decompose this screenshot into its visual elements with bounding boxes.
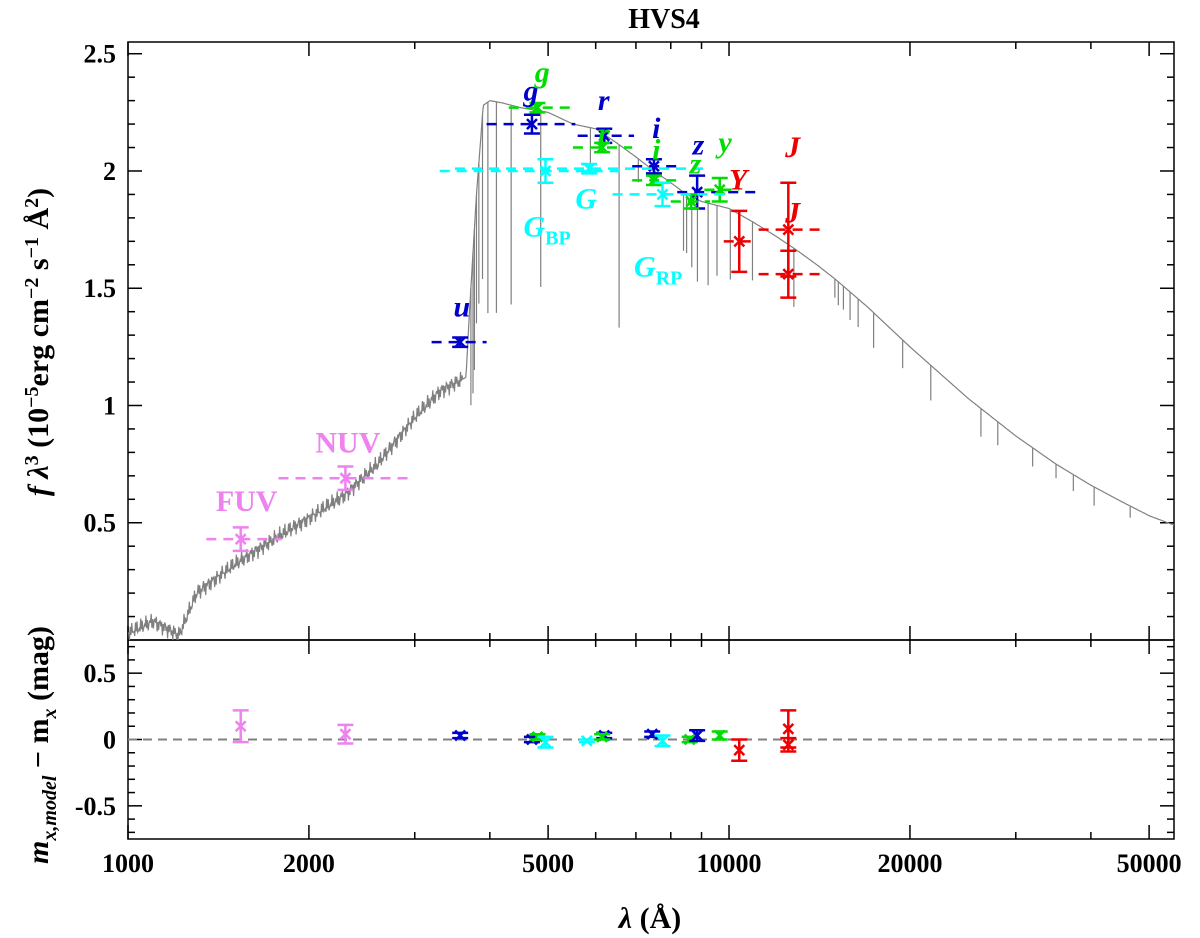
data-marker — [713, 183, 726, 196]
data-marker — [782, 223, 795, 236]
band-label-g: g — [534, 56, 550, 89]
residual-point-fuv — [232, 709, 249, 744]
x-axis-label: λ (Å) — [617, 902, 681, 935]
data-marker — [683, 733, 696, 746]
data-marker — [685, 195, 698, 208]
band-label-g: GRP — [634, 251, 682, 290]
data-marker — [580, 734, 593, 747]
x-tick-label: 1000 — [102, 849, 154, 878]
residual-point-g-rp — [654, 734, 671, 748]
band-label-i: i — [652, 112, 661, 145]
y-tick-label: 0 — [103, 726, 116, 755]
band-label-u: u — [454, 290, 471, 323]
band-label-i: i — [652, 133, 661, 166]
band-label-y: Y — [729, 164, 750, 197]
band-label-j: J — [784, 131, 801, 164]
residual-point-nuv — [337, 723, 354, 745]
y-tick-label: 2.5 — [84, 40, 117, 69]
y-tick-label: 2 — [103, 157, 116, 186]
band-label-fuv: FUV — [216, 485, 278, 518]
data-marker — [526, 118, 538, 130]
photometry-point-z — [670, 193, 711, 210]
band-label-j: J — [784, 197, 801, 230]
data-marker — [656, 188, 669, 201]
y-tick-label: 1 — [103, 391, 116, 420]
data-marker — [531, 101, 544, 114]
top-panel-frame — [127, 41, 1175, 641]
residual-point-z — [689, 728, 706, 743]
band-label-y: y — [715, 126, 732, 159]
photometry-point-fuv — [206, 526, 282, 553]
data-marker — [733, 744, 746, 756]
bottom-axis-ticks: 1000 2000 5000 10000 20000 50000 -0.5 0 0.5 — [75, 640, 1182, 878]
data-marker — [234, 533, 247, 546]
data-marker — [656, 734, 669, 747]
data-marker — [691, 729, 704, 742]
band-label-g: GBP — [523, 211, 570, 250]
data-marker — [713, 729, 726, 742]
data-marker — [596, 730, 609, 743]
residual-point-y — [731, 738, 748, 762]
photometry-point-i — [632, 158, 679, 175]
x-tick-label: 20000 — [877, 849, 942, 878]
residual-point-r — [594, 730, 611, 743]
residual-points — [232, 709, 797, 762]
data-marker — [596, 141, 609, 154]
y-tick-label: -0.5 — [75, 792, 116, 821]
y-tick-label: 1.5 — [84, 274, 117, 303]
top-y-axis-label: f λ3 (10−5erg cm−2 s−1 Å2) — [21, 188, 55, 496]
data-marker — [234, 720, 247, 733]
residual-point-j — [780, 736, 797, 753]
spectrum-absorption-lines — [470, 101, 1131, 518]
chart-title: HVS4 — [628, 4, 700, 35]
data-marker — [782, 268, 795, 281]
photometry-point-r — [572, 141, 633, 154]
photometry-point-g — [454, 162, 711, 175]
residual-point-g — [578, 734, 595, 747]
y-tick-label: 0.5 — [84, 509, 117, 538]
data-marker — [646, 728, 659, 741]
data-marker — [782, 738, 795, 751]
photometry-point-u — [431, 336, 487, 349]
band-label-g: g — [522, 75, 538, 108]
photometry-point-g — [486, 113, 576, 135]
data-marker — [583, 162, 595, 175]
band-label-r: r — [598, 84, 610, 117]
x-tick-label: 5000 — [522, 849, 574, 878]
residual-point-i — [644, 728, 661, 741]
residual-point-g-bp — [537, 735, 554, 749]
photometry-point-y — [704, 176, 740, 203]
residual-point-y — [711, 729, 728, 742]
band-label-g: G — [575, 183, 597, 216]
data-marker — [531, 730, 544, 743]
data-marker — [339, 472, 352, 485]
photometry-point-j — [758, 249, 823, 299]
photometry-point-g — [508, 101, 571, 114]
data-marker — [598, 129, 611, 142]
residual-point-u — [452, 729, 469, 742]
band-label-z: z — [692, 129, 705, 162]
band-label-z: z — [689, 147, 702, 180]
photometry-point-nuv — [278, 465, 414, 492]
photometry-point-g-rp — [612, 181, 730, 208]
bottom-y-axis-label: mx,model − mx (mag) — [22, 626, 61, 864]
x-tick-label: 2000 — [283, 849, 335, 878]
photometry-points — [206, 101, 823, 553]
y-tick-label: 0.5 — [84, 659, 117, 688]
photometry-point-y — [723, 209, 754, 274]
x-tick-label: 50000 — [1117, 849, 1182, 878]
data-marker — [454, 729, 467, 742]
band-label-nuv: NUV — [315, 426, 380, 459]
data-marker — [339, 728, 352, 741]
band-label-r: r — [598, 117, 610, 150]
data-marker — [539, 736, 552, 749]
data-marker — [454, 336, 467, 349]
data-marker — [733, 235, 746, 248]
x-tick-label: 10000 — [697, 849, 762, 878]
photometry-point-g-bp — [439, 158, 625, 184]
data-marker — [782, 723, 795, 735]
